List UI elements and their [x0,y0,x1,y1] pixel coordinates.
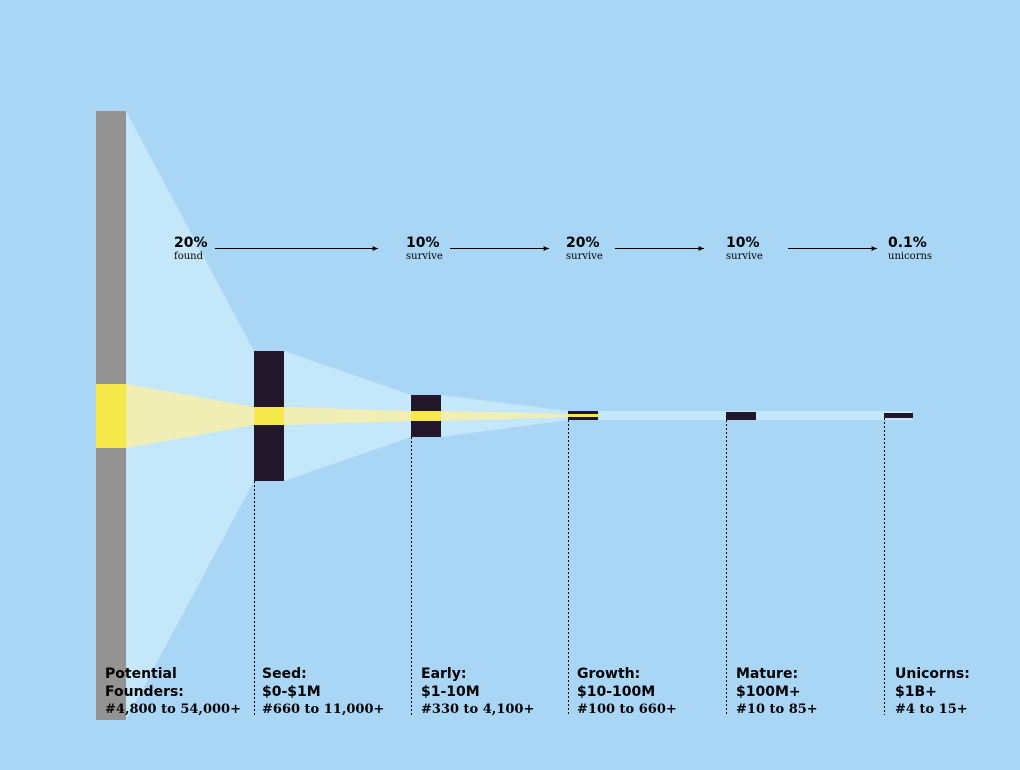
stage-range: $1B+ [895,684,937,700]
stage-name: Early: [421,666,467,682]
stage-label-potential-founders: Potential Founders: #4,800 to 54,000+ [105,665,241,719]
rate-word: found [174,251,204,262]
rate-percent: 20% [566,235,600,251]
stage-label-growth: Growth: $10-100M #100 to 660+ [577,665,677,719]
rate-unicorns: 0.1% unicorns [888,236,932,262]
rate-percent: 0.1% [888,235,927,251]
stage-count: #10 to 85+ [736,702,818,717]
rate-word: unicorns [888,251,933,262]
stage-label-seed: Seed: $0-$1M #660 to 11,000+ [262,665,384,719]
highlight-band-early-to-growth [441,411,568,421]
potential-founders-highlight [96,384,126,448]
stage-count: #4 to 15+ [895,702,968,717]
highlight-band-potential-to-seed [126,384,254,448]
stage-name: Potential [105,666,177,682]
stage-name: Growth: [577,666,641,682]
stage-label-early: Early: $1-10M #330 to 4,100+ [421,665,534,719]
stage-range: $0-$1M [262,684,321,700]
growth-highlight [568,414,598,417]
rate-percent: 10% [406,235,440,251]
rate-early-survive: 20% survive [566,236,603,262]
highlight-band-seed-to-early [284,407,411,425]
stage-name: Unicorns: [895,666,970,682]
stage-label-mature: Mature: $100M+ #10 to 85+ [736,665,818,719]
rate-word: survive [566,251,603,262]
stage-count: #660 to 11,000+ [262,702,385,717]
rate-percent: 10% [726,235,760,251]
rate-growth-survive: 10% survive [726,236,763,262]
stage-count: #330 to 4,100+ [421,702,535,717]
rate-seed-survive: 10% survive [406,236,443,262]
unicorns-bar [884,413,913,418]
rate-word: survive [726,251,763,262]
early-highlight [411,411,441,421]
stage-count: #100 to 660+ [577,702,677,717]
stage-range: $100M+ [736,684,801,700]
stage-range: $1-10M [421,684,480,700]
stage-label-unicorns: Unicorns: $1B+ #4 to 15+ [895,665,970,719]
mature-bar [726,412,756,420]
stage-name: Seed: [262,666,307,682]
rate-found: 20% found [174,236,208,262]
stage-range: Founders: [105,684,184,700]
stage-name: Mature: [736,666,799,682]
stage-range: $10-100M [577,684,656,700]
stage-count: #4,800 to 54,000+ [105,702,241,717]
seed-highlight [254,407,284,425]
rate-word: survive [406,251,443,262]
rate-percent: 20% [174,235,208,251]
